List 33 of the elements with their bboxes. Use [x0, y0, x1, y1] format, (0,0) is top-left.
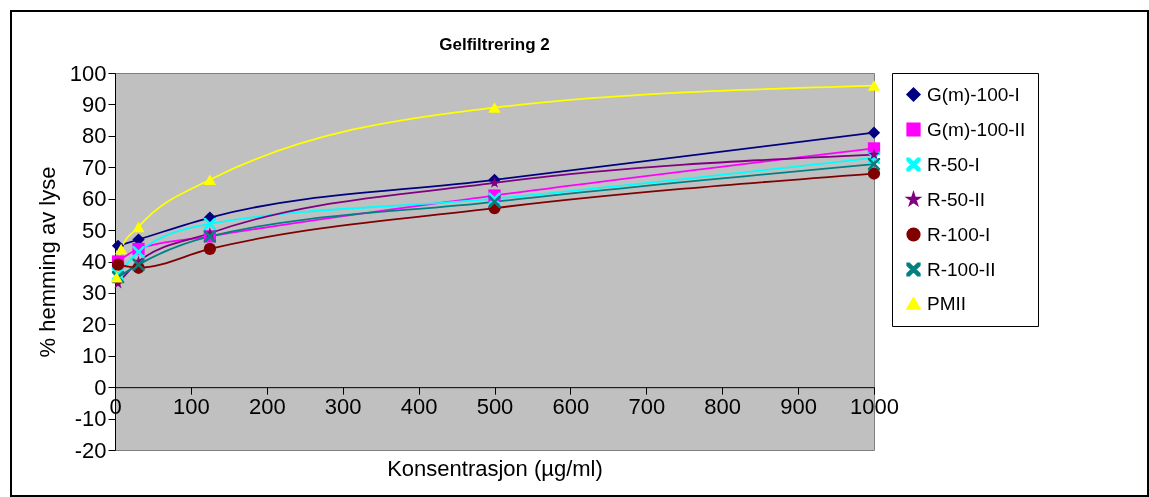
- x-tick-label: 200: [248, 393, 286, 419]
- y-tick-label: 100: [69, 60, 107, 86]
- legend-label: PMII: [927, 292, 967, 314]
- y-tick-label: 70: [82, 154, 107, 180]
- y-tick-label: 30: [82, 280, 107, 306]
- y-tick-label: -10: [74, 406, 107, 432]
- legend-label: R-50-I: [927, 153, 980, 175]
- legend-label: G(m)-100-I: [927, 83, 1020, 105]
- y-tick-label: 50: [82, 217, 107, 243]
- y-tick-label: 80: [82, 123, 107, 149]
- x-tick-label: 700: [628, 393, 666, 419]
- x-tick-label: 600: [552, 393, 590, 419]
- y-tick-label: 20: [82, 311, 107, 337]
- legend-label: G(m)-100-II: [927, 118, 1026, 140]
- y-tick-label: -20: [74, 437, 107, 463]
- chart-title: Gelfiltrering 2: [439, 35, 550, 54]
- x-tick-label: 900: [780, 393, 817, 419]
- x-tick-label: 100: [173, 393, 210, 419]
- x-tick-label: 300: [324, 393, 362, 419]
- legend-label: R-100-I: [927, 223, 991, 245]
- x-tick-label: 500: [476, 393, 514, 419]
- x-axis-title: Konsentrasjon (µg/ml): [387, 455, 603, 481]
- x-tick-label: 1000: [850, 393, 899, 419]
- y-tick-label: 0: [94, 374, 107, 400]
- x-tick-label: 400: [400, 393, 438, 419]
- legend-label: R-100-II: [927, 258, 996, 280]
- y-tick-label: 10: [82, 343, 107, 369]
- x-tick-label: 800: [704, 393, 742, 419]
- legend-label: R-50-II: [927, 188, 986, 210]
- y-tick-label: 90: [82, 91, 107, 117]
- y-tick-label: 40: [82, 249, 107, 274]
- y-tick-label: 60: [82, 186, 107, 212]
- y-axis-title: % hemming av lyse: [34, 166, 60, 358]
